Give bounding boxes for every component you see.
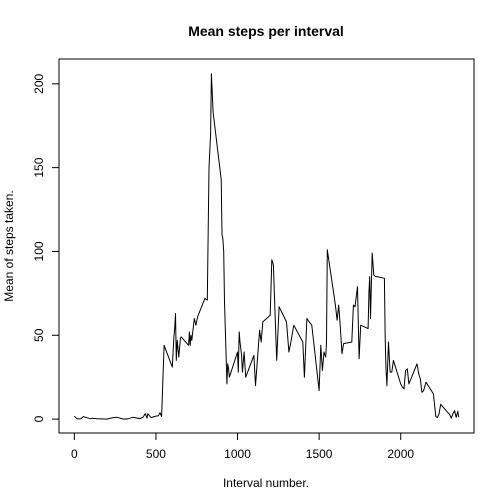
chart-title: Mean steps per interval: [188, 23, 344, 39]
x-tick-label: 500: [146, 447, 166, 461]
x-tick-label: 1500: [306, 447, 333, 461]
x-axis-label: Interval number.: [223, 476, 309, 490]
x-tick-label: 0: [71, 447, 78, 461]
y-tick-label: 100: [32, 241, 46, 261]
y-tick-label: 50: [32, 328, 46, 342]
x-tick-label: 2000: [387, 447, 414, 461]
y-tick-label: 150: [32, 157, 46, 177]
x-tick-label: 1000: [224, 447, 251, 461]
y-tick-label: 200: [32, 73, 46, 93]
y-axis-label: Mean of steps taken.: [2, 190, 16, 301]
y-tick-label: 0: [32, 415, 46, 422]
